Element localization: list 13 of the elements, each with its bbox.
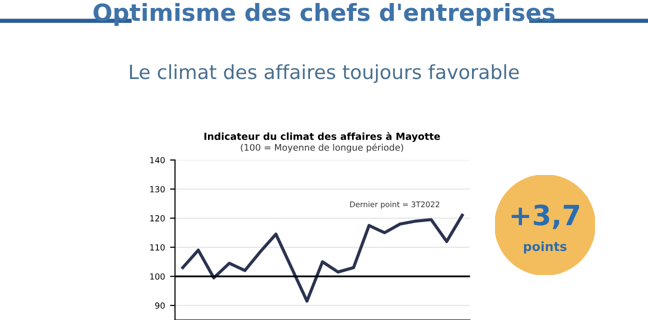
y-tick-label: 100 (150, 273, 165, 280)
y-tick-label: 130 (150, 186, 165, 192)
y-tick-label: 140 (150, 156, 165, 164)
text: points (524, 241, 566, 254)
text: Indicateur du climat des affaires à Mayotte (204, 132, 440, 142)
text: (100 = Moyenne de longue période) (240, 143, 404, 153)
y-tick-label: 110 (150, 244, 165, 251)
chart-subtitle: Le climat des affaires toujours favorable (130, 64, 519, 84)
line-series (181, 214, 464, 303)
text: +3,7 (512, 204, 580, 230)
y-tick-label: 90 (155, 302, 165, 309)
y-tick-label: 120 (150, 215, 165, 222)
chart-title: Optimisme des chefs d'entreprises (94, 2, 554, 26)
